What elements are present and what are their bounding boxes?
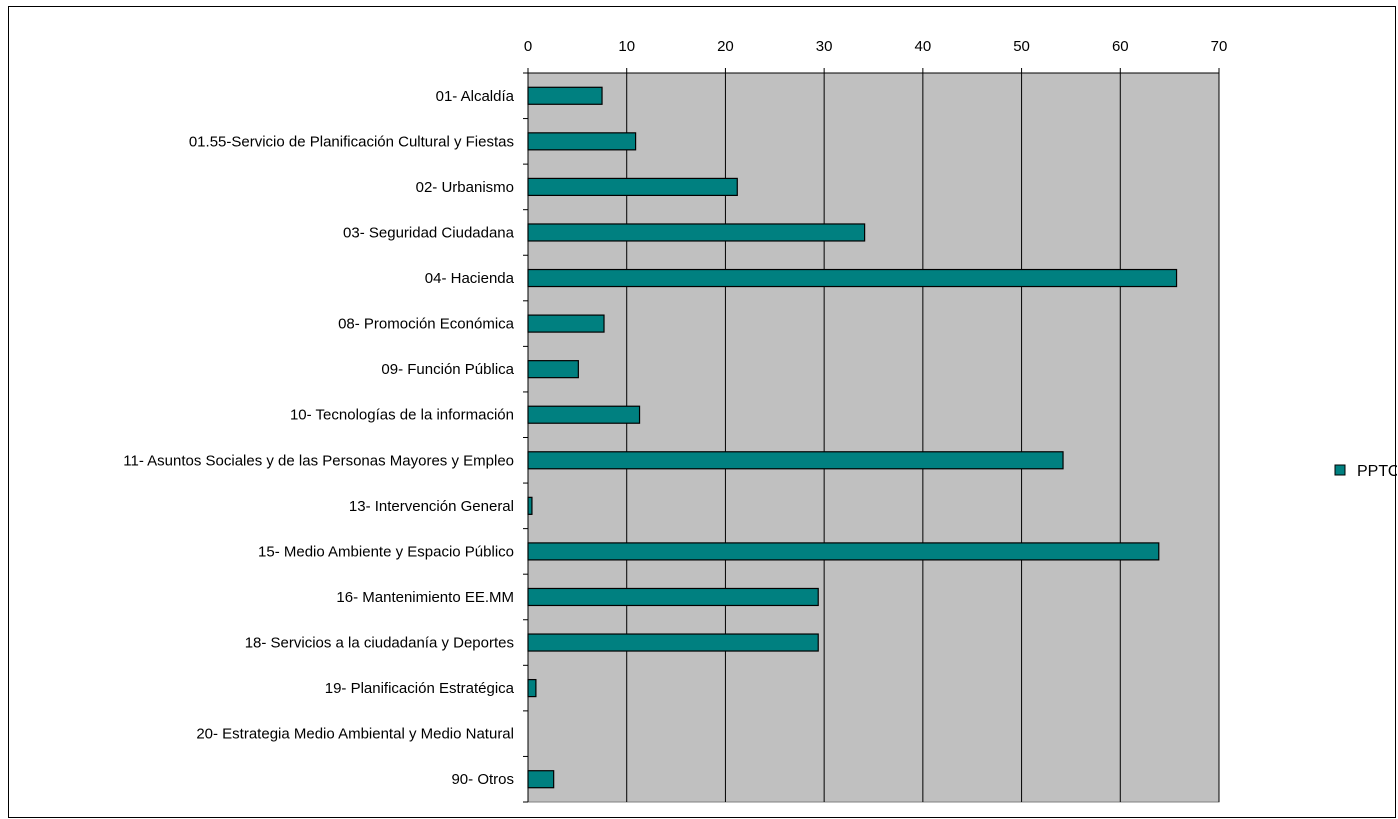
x-tick-label: 50 <box>1013 38 1030 55</box>
legend: PPTO 2013 <box>1334 463 1397 480</box>
category-label: 18- Servicios a la ciudadanía y Deportes <box>245 635 514 652</box>
bar <box>527 542 1160 561</box>
bar <box>527 451 1064 470</box>
x-tick-label: 40 <box>915 38 932 55</box>
bar <box>527 268 1178 288</box>
category-label: 15- Medio Ambiente y Espacio Público <box>258 543 514 560</box>
category-label: 10- Tecnologías de la información <box>290 407 514 424</box>
x-tick-label: 60 <box>1112 38 1129 55</box>
bar <box>527 633 819 652</box>
category-label: 11- Asuntos Sociales y de las Personas M… <box>123 452 514 469</box>
category-label: 09- Función Pública <box>381 361 514 378</box>
category-label: 01- Alcaldía <box>436 88 515 105</box>
bar <box>527 405 641 424</box>
x-tick-label: 20 <box>717 38 734 55</box>
x-tick-label: 10 <box>618 38 635 55</box>
x-tick-label: 0 <box>524 38 532 55</box>
category-label: 20- Estrategia Medio Ambiental y Medio N… <box>196 726 514 743</box>
category-label: 16- Mantenimiento EE.MM <box>336 589 514 606</box>
x-tick-label: 30 <box>816 38 833 55</box>
x-tick-label: 70 <box>1211 38 1228 55</box>
bar <box>527 360 579 379</box>
bar <box>527 132 637 151</box>
category-labels: 01- Alcaldía 01.55-Servicio de Planificac… <box>123 88 514 788</box>
category-label: 02- Urbanismo <box>416 179 514 196</box>
bar <box>527 177 738 197</box>
category-label: 13- Intervención General <box>349 498 514 515</box>
x-tick-labels: 0 10 20 30 40 50 60 70 <box>524 38 1228 55</box>
bar <box>527 86 603 105</box>
bar <box>527 678 537 698</box>
category-label: 01.55-Servicio de Planificación Cultural… <box>189 133 514 150</box>
bar <box>527 587 819 607</box>
bars <box>527 86 1178 789</box>
category-label: 08- Promoción Económica <box>338 316 515 333</box>
category-label: 04- Hacienda <box>425 270 515 287</box>
bar <box>527 496 533 515</box>
bar <box>527 770 555 789</box>
category-label: 03- Seguridad Ciudadana <box>343 224 515 241</box>
legend-label: PPTO 2013 <box>1357 463 1397 480</box>
legend-swatch <box>1334 464 1346 476</box>
bar <box>527 314 605 333</box>
category-label: 90- Otros <box>451 771 514 788</box>
bar-chart: 01- Alcaldía 01.55-Servicio de Planificac… <box>123 38 1397 803</box>
category-label: 19- Planificación Estratégica <box>325 680 515 697</box>
chart-frame: 01- Alcaldía 01.55-Servicio de Planificac… <box>8 6 1397 818</box>
bar <box>527 223 866 242</box>
